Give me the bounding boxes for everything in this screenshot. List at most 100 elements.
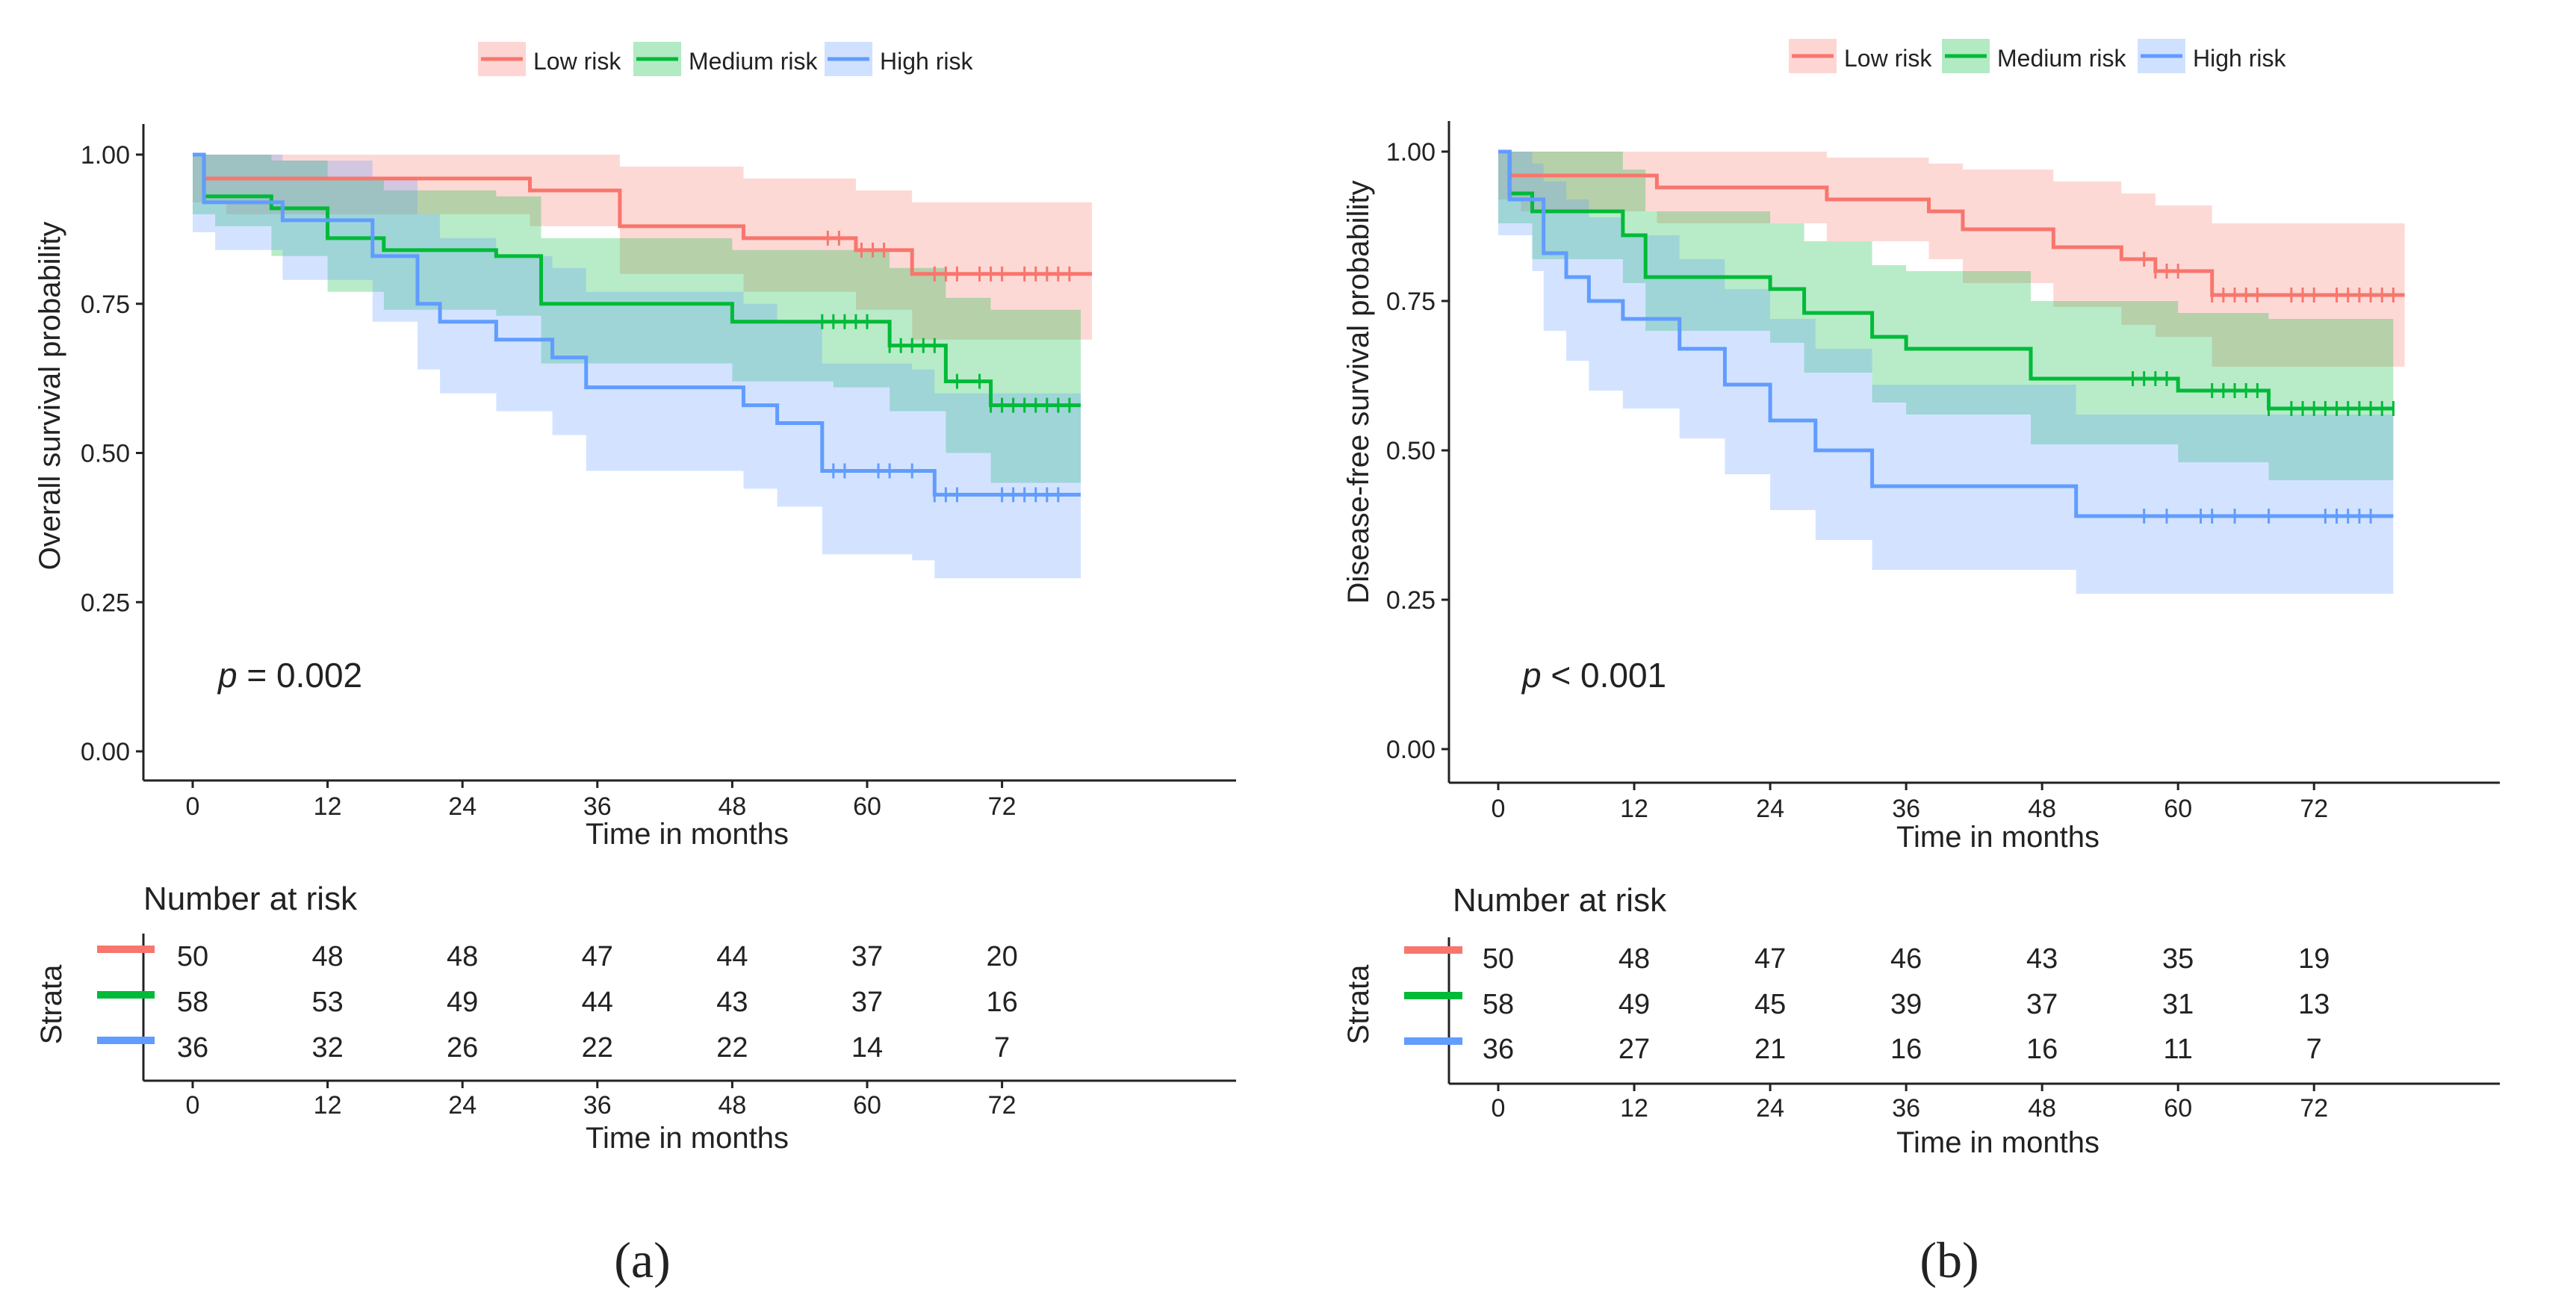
x-tick-label: 24 <box>448 792 477 821</box>
x-ticks-b: 0 12 24 36 48 60 72 <box>1492 783 2328 823</box>
y-tick-label: 1.00 <box>1386 138 1436 167</box>
risk-cell-low: 43 <box>2026 943 2058 975</box>
risk-x-axis-title-a: Time in months <box>586 1122 789 1155</box>
risk-cell-low: 44 <box>716 941 748 972</box>
x-tick-label: 48 <box>2028 795 2056 823</box>
x-tick-label: 36 <box>583 792 612 821</box>
panel-b: Low risk Medium risk High risk 0.000.250… <box>1342 39 2500 1288</box>
risk-table-title-a: Number at risk <box>143 881 358 917</box>
y-axis-title-a: Overall survival probability <box>34 222 66 571</box>
survival-curve-medium <box>193 152 1081 408</box>
risk-cell-high: 22 <box>716 1032 748 1064</box>
survival-curve-high <box>193 152 1081 497</box>
x-tick-label: 60 <box>853 792 881 821</box>
risk-x-tick-label: 36 <box>1892 1094 1920 1123</box>
y-tick-label: 0.00 <box>1386 736 1436 764</box>
x-tick-label: 12 <box>314 792 342 821</box>
y-tick-label: 0.50 <box>1386 437 1436 465</box>
legend-high-label-b: High risk <box>2193 45 2286 72</box>
risk-x-tick-label: 48 <box>2028 1094 2056 1123</box>
risk-cell-medium: 44 <box>582 987 613 1018</box>
risk-x-tick-label: 0 <box>1492 1094 1506 1123</box>
y-tick-label: 0.50 <box>81 440 130 468</box>
risk-cell-high: 22 <box>582 1032 613 1064</box>
survival-curve-low <box>193 152 1092 276</box>
risk-cell-medium: 49 <box>447 987 478 1018</box>
ci-band-medium <box>193 155 1081 483</box>
legend-medium-label: Medium risk <box>689 48 818 75</box>
y-ticks-b: 0.00 0.25 0.50 0.75 1.00 <box>1386 138 1449 764</box>
risk-cell-medium: 31 <box>2162 989 2194 1020</box>
risk-cell-low: 46 <box>1890 943 1922 975</box>
p-value-a: p = 0.002 <box>217 656 362 695</box>
x-ticks-a: 0 12 24 36 48 60 72 <box>186 780 1017 821</box>
risk-cell-medium: 16 <box>986 987 1017 1018</box>
x-tick-label: 72 <box>2300 795 2328 823</box>
ci-band-high <box>1498 152 2394 594</box>
risk-x-ticks-b: 0 12 24 36 48 60 72 <box>1492 1084 2328 1123</box>
panel-label-a: (a) <box>614 1232 670 1288</box>
risk-cell-low: 48 <box>447 941 478 972</box>
risk-cell-high: 36 <box>177 1032 208 1064</box>
risk-x-tick-label: 72 <box>988 1091 1017 1120</box>
x-tick-label: 48 <box>718 792 746 821</box>
x-axis-title-b: Time in months <box>1896 821 2099 854</box>
x-tick-label: 0 <box>186 792 200 821</box>
risk-table-title-b: Number at risk <box>1453 882 1667 919</box>
p-symbol-b: p <box>1521 656 1542 695</box>
x-tick-label: 24 <box>1756 795 1784 823</box>
risk-x-ticks-a: 0 12 24 36 48 60 72 <box>186 1081 1017 1120</box>
risk-x-tick-label: 12 <box>1620 1094 1648 1123</box>
y-tick-label: 0.25 <box>1386 586 1436 615</box>
x-tick-label: 12 <box>1620 795 1648 823</box>
risk-cell-high: 36 <box>1483 1034 1514 1065</box>
y-tick-label: 0.75 <box>81 291 130 319</box>
risk-cell-low: 47 <box>1754 943 1786 975</box>
risk-cell-medium: 37 <box>851 987 883 1018</box>
risk-cell-high: 32 <box>311 1032 343 1064</box>
risk-cell-medium: 37 <box>2026 989 2058 1020</box>
risk-cell-medium: 58 <box>1483 989 1514 1020</box>
risk-cell-medium: 53 <box>311 987 343 1018</box>
legend-b: Low risk Medium risk High risk <box>1789 39 2286 73</box>
risk-cell-high: 16 <box>2026 1034 2058 1065</box>
risk-x-tick-label: 60 <box>2164 1094 2192 1123</box>
panel-a: Low risk Medium risk High risk 0.000.250… <box>34 42 1236 1288</box>
risk-cell-low: 50 <box>177 941 208 972</box>
risk-cell-low: 19 <box>2298 943 2330 975</box>
risk-cell-high: 14 <box>851 1032 883 1064</box>
x-axis-title-a: Time in months <box>586 818 789 851</box>
ci-band-low <box>1498 152 2405 367</box>
risk-cell-high: 7 <box>994 1032 1010 1064</box>
p-value-text-b: < 0.001 <box>1542 656 1667 695</box>
risk-x-tick-label: 0 <box>186 1091 200 1120</box>
risk-cell-high: 16 <box>1890 1034 1922 1065</box>
risk-cell-low: 47 <box>582 941 613 972</box>
risk-table-b: 50 48 47 46 43 35 19 58 49 45 39 37 31 13 36 27 21 16 16 11… <box>1483 943 2330 1065</box>
risk-x-tick-label: 36 <box>583 1091 612 1120</box>
risk-cell-medium: 49 <box>1618 989 1650 1020</box>
legend-high-label: High risk <box>880 48 973 75</box>
risk-cell-medium: 43 <box>716 987 748 1018</box>
risk-table-a: 50 48 48 47 44 37 20 58 53 49 44 43 37 16 36 32 26 22 22 14… <box>177 941 1018 1064</box>
x-tick-label: 72 <box>988 792 1017 821</box>
plot-area-b <box>1498 149 2405 594</box>
risk-cell-high: 27 <box>1618 1034 1650 1065</box>
survival-curve-medium <box>1498 149 2394 411</box>
panel-label-b: (b) <box>1919 1232 1978 1288</box>
risk-cell-high: 11 <box>2163 1034 2192 1065</box>
risk-cell-low: 35 <box>2162 943 2194 975</box>
y-tick-label: 0.75 <box>1386 288 1436 316</box>
risk-cell-low: 20 <box>986 941 1017 972</box>
y-ticks-a: 0.00 0.25 0.50 0.75 1.00 <box>81 141 143 766</box>
x-tick-label: 60 <box>2164 795 2192 823</box>
ci-band-medium <box>1498 152 2394 480</box>
risk-x-tick-label: 48 <box>718 1091 746 1120</box>
x-tick-label: 0 <box>1492 795 1506 823</box>
legend-medium-label-b: Medium risk <box>1997 45 2126 72</box>
risk-x-tick-label: 24 <box>1756 1094 1784 1123</box>
risk-cell-high: 26 <box>447 1032 478 1064</box>
risk-cell-low: 37 <box>851 941 883 972</box>
